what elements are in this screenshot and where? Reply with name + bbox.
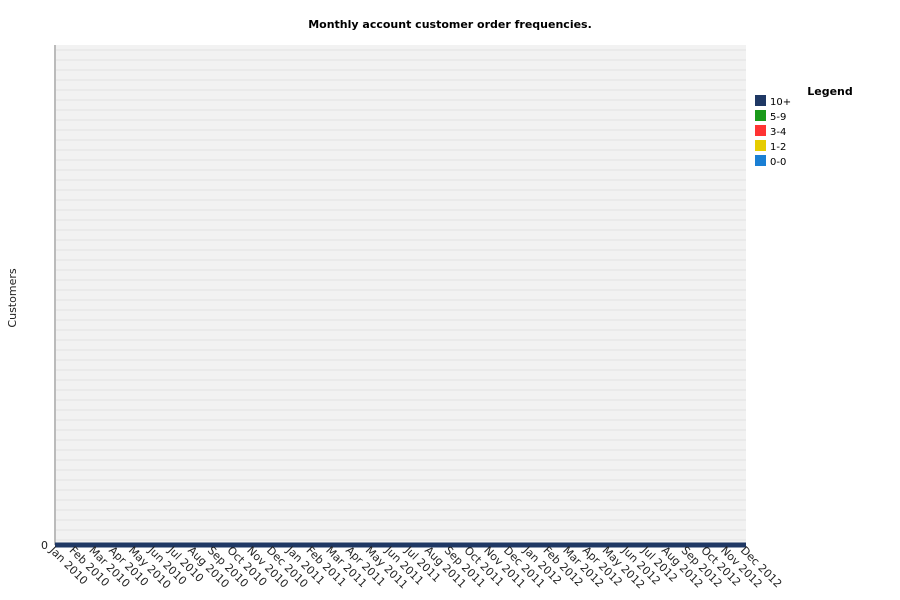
chart-title: Monthly account customer order frequenci… xyxy=(308,18,592,31)
y-axis-label: Customers xyxy=(6,268,19,327)
legend-label-1-2: 1-2 xyxy=(770,142,786,153)
y-tick-label-0: 0 xyxy=(41,539,48,552)
legend-swatch-1-2 xyxy=(755,140,766,151)
grid-lines xyxy=(55,49,746,541)
legend-swatch-5-9 xyxy=(755,110,766,121)
legend-swatch-10+ xyxy=(755,95,766,106)
plot-background xyxy=(55,45,746,545)
legend-label-3-4: 3-4 xyxy=(770,127,786,138)
legend-label-5-9: 5-9 xyxy=(770,112,786,123)
legend-label-10+: 10+ xyxy=(770,97,791,108)
legend-label-0-0: 0-0 xyxy=(770,157,786,168)
legend-swatch-3-4 xyxy=(755,125,766,136)
legend-title: Legend xyxy=(807,85,853,98)
legend-swatch-0-0 xyxy=(755,155,766,166)
legend: 10+ 5-9 3-4 1-2 0-0 xyxy=(755,95,791,168)
